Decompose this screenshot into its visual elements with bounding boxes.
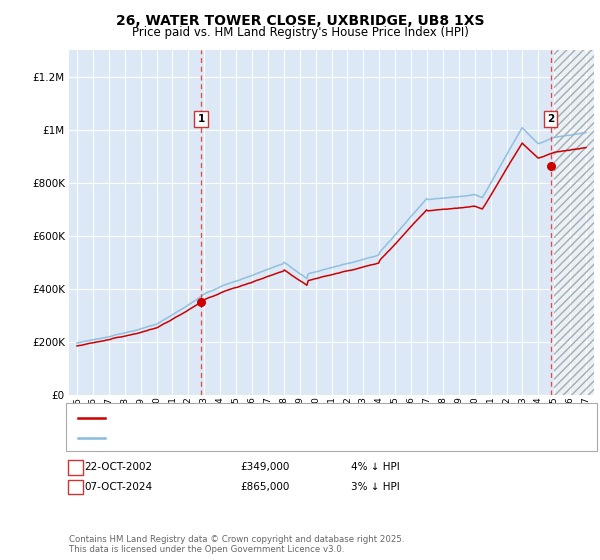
Text: 2: 2 <box>72 482 79 492</box>
Text: 1: 1 <box>197 114 205 124</box>
Text: £349,000: £349,000 <box>240 463 289 472</box>
Text: 3% ↓ HPI: 3% ↓ HPI <box>351 482 400 492</box>
Text: 26, WATER TOWER CLOSE, UXBRIDGE, UB8 1XS (detached house): 26, WATER TOWER CLOSE, UXBRIDGE, UB8 1XS… <box>111 413 433 423</box>
Text: 2: 2 <box>547 114 554 124</box>
Text: 1: 1 <box>72 463 79 472</box>
Text: HPI: Average price, detached house, Hillingdon: HPI: Average price, detached house, Hill… <box>111 432 341 442</box>
Text: 4% ↓ HPI: 4% ↓ HPI <box>351 463 400 472</box>
Text: 07-OCT-2024: 07-OCT-2024 <box>84 482 152 492</box>
Text: Contains HM Land Registry data © Crown copyright and database right 2025.
This d: Contains HM Land Registry data © Crown c… <box>69 535 404 554</box>
Text: £865,000: £865,000 <box>240 482 289 492</box>
Text: 22-OCT-2002: 22-OCT-2002 <box>84 463 152 472</box>
Text: 26, WATER TOWER CLOSE, UXBRIDGE, UB8 1XS: 26, WATER TOWER CLOSE, UXBRIDGE, UB8 1XS <box>116 14 484 28</box>
Text: Price paid vs. HM Land Registry's House Price Index (HPI): Price paid vs. HM Land Registry's House … <box>131 26 469 39</box>
